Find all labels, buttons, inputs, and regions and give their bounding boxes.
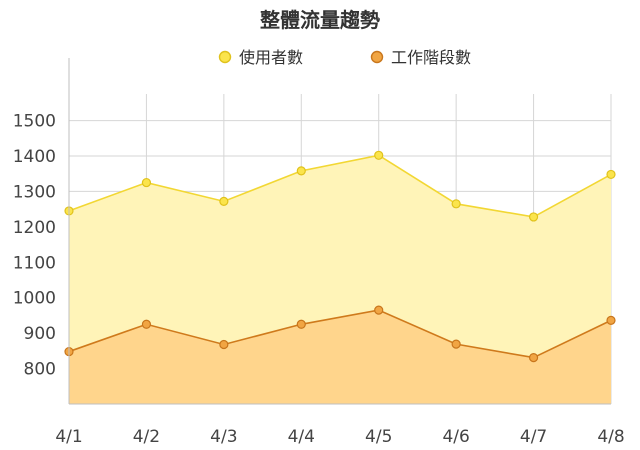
x-tick-label: 4/5 (365, 427, 392, 447)
series-area (69, 310, 611, 404)
x-tick-label: 4/4 (288, 427, 315, 447)
legend-label: 使用者數 (239, 48, 303, 67)
x-tick-label: 4/6 (442, 427, 469, 447)
data-point (219, 339, 229, 350)
y-tick-label: 1100 (13, 253, 56, 273)
y-tick-label: 800 (24, 360, 56, 380)
data-point (528, 212, 539, 222)
y-tick-label: 1500 (13, 112, 56, 132)
data-point (296, 166, 306, 176)
data-point (219, 196, 229, 206)
x-tick-label: 4/8 (597, 427, 624, 447)
data-point (451, 199, 461, 209)
data-point (141, 319, 152, 329)
data-point (606, 315, 616, 325)
series-line (68, 309, 612, 359)
data-point (296, 319, 306, 329)
data-point (451, 339, 461, 349)
legend-item: 使用者數 (218, 48, 303, 67)
data-point (141, 177, 152, 188)
y-tick-label: 1000 (13, 289, 56, 309)
y-tick-label: 1400 (13, 147, 56, 167)
legend-marker (218, 50, 232, 64)
chart-title: 整體流量趨勢 (260, 8, 380, 32)
y-tick-label: 1200 (13, 218, 56, 238)
legend-item: 工作階段數 (370, 48, 471, 67)
data-point (374, 305, 384, 315)
legend-marker (370, 50, 384, 64)
x-tick-label: 4/1 (55, 427, 82, 447)
data-point (528, 352, 539, 363)
x-tick-label: 4/7 (520, 427, 547, 447)
legend-label: 工作階段數 (391, 48, 471, 67)
data-point (606, 169, 616, 180)
data-point (374, 150, 384, 160)
x-tick-label: 4/3 (210, 427, 237, 447)
y-tick-label: 1300 (13, 182, 56, 202)
series-line (68, 154, 612, 218)
x-tick-label: 4/2 (133, 427, 160, 447)
y-tick-label: 900 (24, 324, 56, 344)
